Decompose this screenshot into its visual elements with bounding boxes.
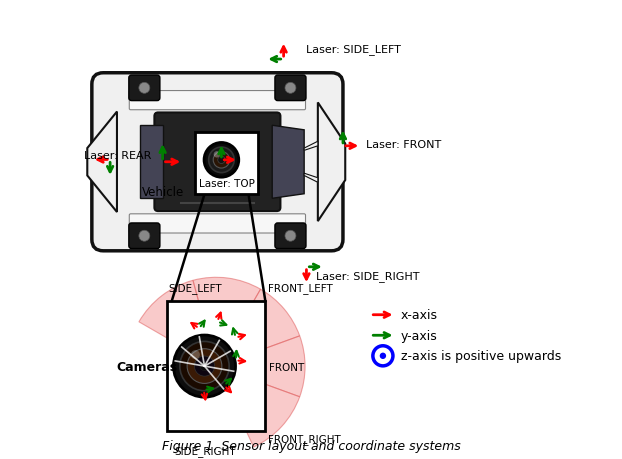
Circle shape: [214, 152, 220, 158]
Wedge shape: [216, 367, 300, 447]
FancyBboxPatch shape: [129, 214, 305, 234]
Circle shape: [139, 83, 150, 94]
Wedge shape: [193, 278, 261, 367]
Circle shape: [213, 152, 230, 169]
Polygon shape: [140, 126, 162, 199]
Text: SIDE_RIGHT: SIDE_RIGHT: [174, 445, 236, 456]
Polygon shape: [87, 112, 117, 213]
Circle shape: [285, 231, 296, 242]
Text: Figure 1. Sensor layout and coordinate systems: Figure 1. Sensor layout and coordinate s…: [162, 439, 460, 452]
Circle shape: [285, 83, 296, 94]
Circle shape: [174, 336, 236, 397]
Text: Laser: SIDE_RIGHT: Laser: SIDE_RIGHT: [315, 271, 419, 282]
Circle shape: [204, 143, 239, 178]
Polygon shape: [318, 103, 345, 222]
Circle shape: [187, 349, 222, 384]
Circle shape: [139, 231, 150, 242]
Wedge shape: [139, 281, 216, 367]
Circle shape: [379, 353, 386, 359]
Circle shape: [208, 148, 234, 173]
Circle shape: [195, 356, 215, 376]
FancyBboxPatch shape: [275, 76, 306, 101]
Text: Laser: TOP: Laser: TOP: [198, 179, 254, 189]
FancyBboxPatch shape: [275, 224, 306, 249]
Text: x-axis: x-axis: [401, 308, 438, 321]
FancyBboxPatch shape: [129, 91, 305, 111]
Circle shape: [373, 346, 393, 366]
Text: SIDE_LEFT: SIDE_LEFT: [169, 282, 222, 293]
Circle shape: [191, 350, 200, 359]
Polygon shape: [304, 174, 318, 183]
Wedge shape: [216, 290, 300, 367]
Text: Laser: FRONT: Laser: FRONT: [366, 139, 441, 149]
Polygon shape: [304, 142, 318, 151]
FancyBboxPatch shape: [129, 76, 160, 101]
FancyBboxPatch shape: [92, 73, 343, 251]
Wedge shape: [216, 336, 305, 397]
Text: FRONT: FRONT: [269, 363, 304, 372]
Text: FRONT_LEFT: FRONT_LEFT: [267, 282, 332, 293]
Text: Laser: REAR: Laser: REAR: [83, 151, 151, 161]
Circle shape: [200, 362, 209, 371]
Bar: [195, 133, 259, 194]
Text: y-axis: y-axis: [401, 329, 438, 342]
Bar: [167, 302, 266, 431]
Circle shape: [180, 341, 229, 391]
Circle shape: [218, 157, 225, 164]
Polygon shape: [272, 126, 304, 199]
Text: FRONT_RIGHT: FRONT_RIGHT: [267, 433, 340, 444]
FancyBboxPatch shape: [129, 224, 160, 249]
Text: Cameras: Cameras: [116, 360, 177, 373]
Text: z-axis is positive upwards: z-axis is positive upwards: [401, 350, 561, 363]
Text: Laser: SIDE_LEFT: Laser: SIDE_LEFT: [307, 45, 401, 56]
FancyBboxPatch shape: [154, 113, 281, 212]
Text: Vehicle: Vehicle: [141, 185, 183, 198]
